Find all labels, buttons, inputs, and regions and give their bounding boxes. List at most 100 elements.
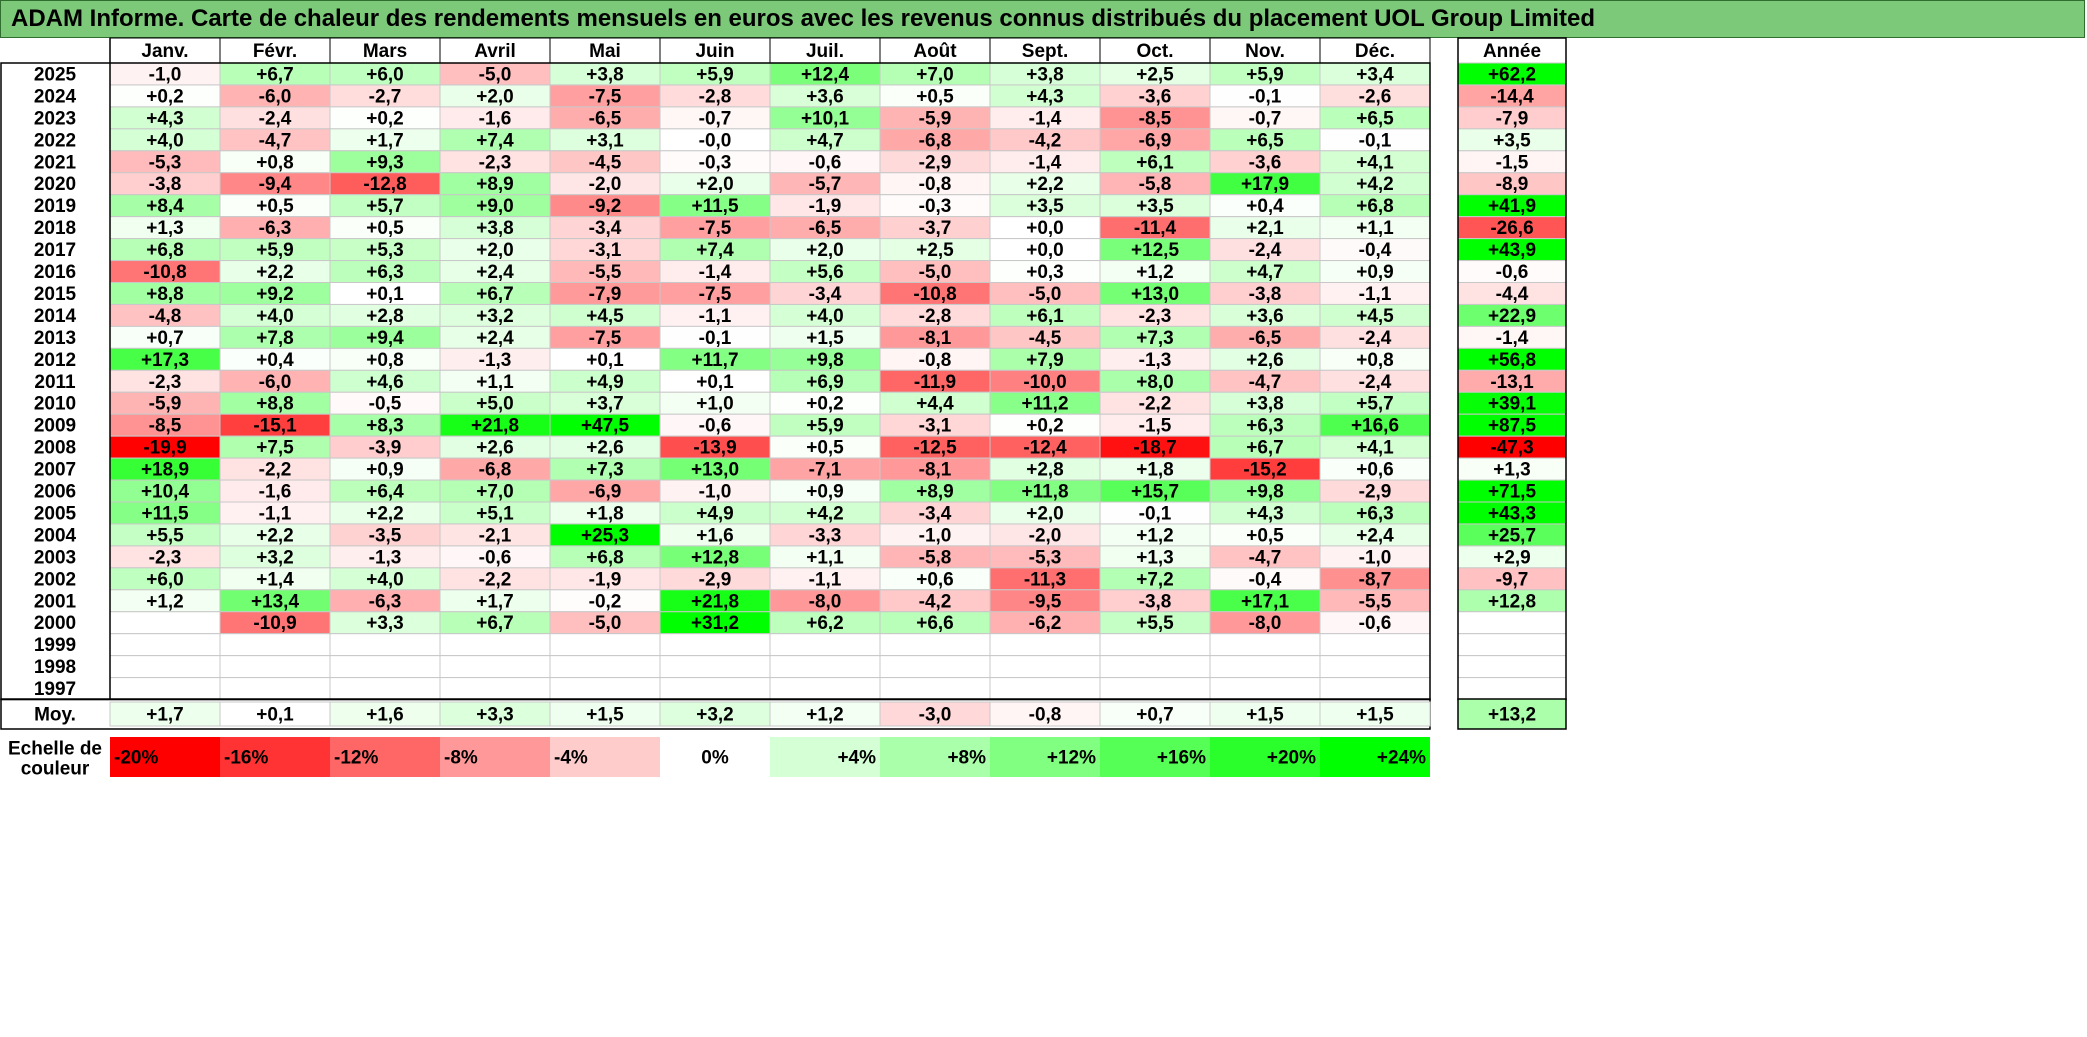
heat-cell-value: -0,4 [1249,569,1282,590]
color-scale-swatch [770,737,880,777]
heat-cell [109,611,221,635]
heat-cell-value: +5,5 [146,525,184,546]
heat-cell-value: +1,1 [806,547,844,568]
average-cell-value: +1,5 [1356,705,1394,726]
heat-cell-value: +3,5 [1136,196,1174,217]
heat-cell-value: -5,0 [1029,284,1062,305]
heat-cell-value: +6,6 [916,613,954,634]
heat-cell-value: -6,2 [1029,613,1062,634]
heat-cell-value: +2,6 [586,438,624,459]
heat-cell-value: -0,0 [699,130,732,151]
heat-cell-value: +8,0 [1136,372,1174,393]
heat-cell-value: -5,7 [809,174,842,195]
month-header: Mars [363,41,407,62]
average-cell [329,701,441,727]
heat-cell-value: -3,4 [919,503,952,524]
heat-cell-value: +0,3 [1026,262,1064,283]
heat-cell-value: -0,1 [1139,503,1172,524]
heat-cell-value: -6,3 [369,591,402,612]
heat-cell-value: +3,6 [806,86,844,107]
heat-cell-value: -6,0 [259,372,292,393]
heat-cell [109,655,221,679]
color-scale-stop: +16% [1157,748,1206,769]
heat-cell-value: +4,5 [586,306,624,327]
heat-cell-value: -12,5 [913,438,957,459]
heat-cell-value: +3,3 [366,613,404,634]
heat-cell-value: -5,9 [919,108,952,129]
heat-cell-value: +6,8 [146,240,184,261]
average-cell [879,701,991,727]
heat-cell-value: +8,8 [256,394,294,415]
heat-cell-value: -2,6 [1359,86,1392,107]
heat-cell-value: -1,3 [479,350,512,371]
heat-cell-value: -7,1 [809,460,842,481]
chart-title: ADAM Informe. Carte de chaleur des rende… [0,0,2085,38]
heat-cell-value: +2,6 [476,438,514,459]
annual-cell-value: +56,8 [1488,350,1536,371]
heat-cell-value: +1,2 [146,591,184,612]
heat-cell-value: +7,5 [256,438,294,459]
color-scale-swatch [110,737,220,777]
heat-cell-value: +12,5 [1131,240,1180,261]
annual-cell-value: -9,7 [1496,569,1529,590]
color-scale-swatch [1100,737,1210,777]
heat-cell [1209,633,1321,657]
heat-cell-value: +1,3 [1136,547,1174,568]
heat-cell-value: +6,7 [256,64,294,85]
heat-cell-value: +2,8 [1026,460,1064,481]
heat-cell-value: -2,9 [919,152,952,173]
heat-cell-value: +4,2 [1356,174,1394,195]
color-scale-swatch [330,737,440,777]
color-scale-swatch [660,737,770,777]
heat-cell-value: -6,8 [479,460,512,481]
heat-cell-value: -3,4 [589,218,622,239]
heat-cell-value: +2,8 [366,306,404,327]
heat-cell-value: +1,0 [696,394,734,415]
heat-cell-value: +3,7 [586,394,624,415]
heat-cell-value: +1,1 [1356,218,1394,239]
heat-cell-value: -3,7 [919,218,952,239]
color-scale-stop: -16% [224,748,268,769]
row-year-label: 2009 [34,416,76,437]
heat-cell [1099,655,1211,679]
heat-cell [329,655,441,679]
heat-cell-value: -4,8 [149,306,182,327]
heat-cell-value: +0,9 [1356,262,1394,283]
heat-cell-value: +7,9 [1026,350,1064,371]
heat-cell-value: +17,9 [1241,174,1289,195]
annual-cell-value: +39,1 [1488,394,1537,415]
heat-cell-value: +0,5 [916,86,954,107]
heat-cell-value: +2,2 [256,262,294,283]
month-header-cell [769,37,881,64]
heat-cell-value: -8,0 [1249,613,1282,634]
heat-cell-value: -1,0 [699,482,732,503]
heat-cell-value: +4,9 [586,372,624,393]
heat-cell [659,655,771,679]
heat-cell-value: +1,3 [146,218,184,239]
heat-cell-value: -18,7 [1133,438,1176,459]
heat-cell-value: +6,3 [1246,416,1284,437]
heat-cell-value: -1,4 [699,262,732,283]
heat-cell-value: +6,4 [366,482,404,503]
heat-cell-value: -0,8 [919,174,952,195]
heat-cell-value: -6,9 [1139,130,1172,151]
row-year-label: 2010 [34,394,76,415]
heat-cell-value: +8,4 [146,196,184,217]
heat-cell-value: +5,9 [696,64,734,85]
heat-cell-value: -4,2 [919,591,952,612]
heat-cell-value: +6,8 [1356,196,1394,217]
month-header: Juil. [806,41,844,62]
heat-cell-value: -1,1 [809,569,842,590]
row-year-label: 1998 [34,657,76,678]
heat-cell-value: +4,2 [806,503,844,524]
heat-cell-value: +3,4 [1356,64,1394,85]
heat-cell-value: -2,0 [589,174,622,195]
heat-cell [1209,677,1321,701]
heat-cell-value: +5,6 [806,262,844,283]
heat-cell-value: +0,9 [366,460,404,481]
heat-cell [769,655,881,679]
heat-cell-value: -1,4 [1029,152,1062,173]
month-header-cell [109,37,221,64]
month-header: Mai [589,41,621,62]
heat-cell-value: -0,4 [1359,240,1392,261]
